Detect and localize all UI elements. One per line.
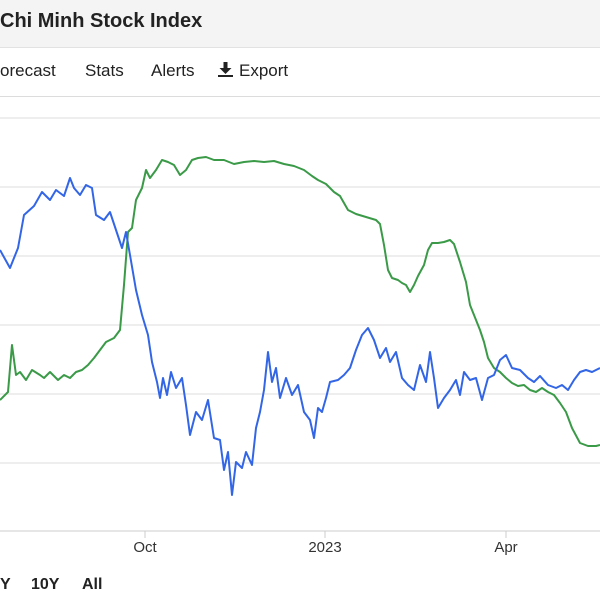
x-tick-label-2023: 2023: [308, 539, 341, 556]
range-selector: Y 10Y All: [0, 560, 600, 600]
series-line-blue: [0, 177, 600, 496]
x-ticks: Oct 2023 Apr: [133, 531, 518, 556]
header-bar: Chi Minh Stock Index: [0, 0, 600, 48]
export-label: Export: [239, 61, 289, 80]
range-all-button[interactable]: All: [82, 576, 103, 593]
range-10y-button[interactable]: 10Y: [31, 576, 60, 593]
tab-bar: orecast Stats Alerts Export: [0, 48, 600, 97]
x-tick-label-apr: Apr: [494, 539, 517, 556]
range-1y-button[interactable]: Y: [0, 576, 11, 593]
tab-stats[interactable]: Stats: [85, 61, 124, 80]
tab-alerts[interactable]: Alerts: [151, 61, 195, 80]
grid: [0, 117, 600, 464]
series-line-green: [0, 156, 600, 447]
page-title: Chi Minh Stock Index: [0, 10, 203, 32]
download-icon: [218, 62, 233, 77]
price-chart[interactable]: Oct 2023 Apr: [0, 97, 600, 560]
tab-forecast[interactable]: orecast: [0, 61, 56, 80]
export-button[interactable]: Export: [218, 61, 288, 81]
x-tick-label-oct: Oct: [133, 539, 157, 556]
chart-svg: Oct 2023 Apr: [0, 117, 600, 556]
